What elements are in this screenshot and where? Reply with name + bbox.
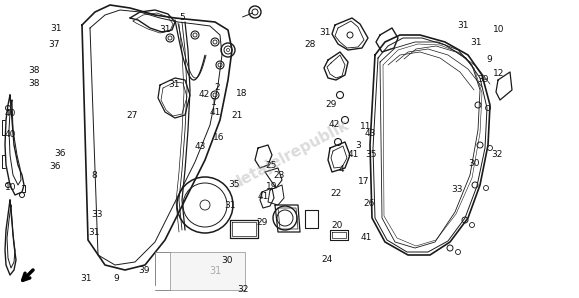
Text: 31: 31: [470, 38, 482, 47]
Text: 5: 5: [179, 13, 185, 22]
Text: 33: 33: [452, 185, 463, 194]
Text: 38: 38: [28, 66, 39, 74]
Text: 27: 27: [126, 111, 138, 120]
Text: 37: 37: [48, 40, 60, 49]
Text: 30: 30: [221, 256, 233, 265]
Text: 36: 36: [49, 162, 61, 171]
Text: 10: 10: [5, 183, 16, 192]
Text: 31: 31: [88, 228, 100, 237]
Text: 21: 21: [232, 111, 243, 120]
Text: 8: 8: [91, 171, 97, 180]
Text: 38: 38: [28, 79, 39, 88]
Text: 33: 33: [91, 210, 103, 219]
Text: 10: 10: [493, 25, 505, 34]
Text: 32: 32: [237, 285, 249, 294]
Text: 29: 29: [256, 218, 268, 226]
Text: 31: 31: [50, 24, 61, 33]
Text: 40: 40: [5, 109, 16, 118]
Text: detajelrepublik: detajelrepublik: [229, 118, 351, 192]
Text: 20: 20: [331, 221, 343, 230]
Text: 19: 19: [266, 182, 278, 191]
Text: 17: 17: [358, 177, 369, 186]
Text: 41: 41: [210, 108, 221, 117]
Text: 43: 43: [365, 129, 376, 138]
Text: 42: 42: [329, 120, 340, 129]
Text: 42: 42: [198, 90, 210, 99]
Text: 31: 31: [168, 80, 179, 89]
Text: 31: 31: [209, 266, 221, 276]
Text: 16: 16: [213, 133, 225, 142]
Text: 41: 41: [347, 150, 359, 159]
Text: 25: 25: [265, 161, 277, 170]
Text: 30: 30: [468, 159, 479, 168]
Text: 39: 39: [138, 266, 149, 275]
Text: 23: 23: [273, 171, 285, 180]
Text: 22: 22: [330, 189, 342, 198]
FancyBboxPatch shape: [170, 252, 245, 290]
Text: 43: 43: [194, 142, 206, 150]
Text: 1: 1: [211, 98, 217, 107]
Text: 39: 39: [478, 75, 489, 84]
Text: 3: 3: [355, 141, 361, 150]
Text: 31: 31: [457, 21, 469, 30]
Text: 35: 35: [365, 150, 376, 159]
Text: 35: 35: [229, 180, 240, 189]
Text: 18: 18: [236, 89, 248, 98]
Text: 28: 28: [304, 40, 316, 49]
Text: 2: 2: [214, 83, 220, 92]
Text: 36: 36: [54, 149, 65, 158]
Text: 31: 31: [80, 274, 91, 283]
Text: 12: 12: [493, 69, 505, 78]
Text: 41: 41: [258, 192, 269, 201]
Text: 32: 32: [491, 150, 503, 159]
Text: 26: 26: [364, 199, 375, 208]
Text: 9: 9: [113, 274, 119, 283]
Text: 4: 4: [339, 165, 345, 174]
Text: 9: 9: [486, 55, 492, 63]
Text: 31: 31: [225, 201, 236, 210]
Text: 41: 41: [360, 233, 372, 242]
Text: 11: 11: [360, 122, 372, 131]
Text: 24: 24: [321, 255, 333, 264]
Text: 31: 31: [159, 25, 171, 34]
Text: 29: 29: [325, 100, 337, 109]
Text: 40: 40: [5, 130, 16, 139]
Text: 31: 31: [320, 28, 331, 37]
